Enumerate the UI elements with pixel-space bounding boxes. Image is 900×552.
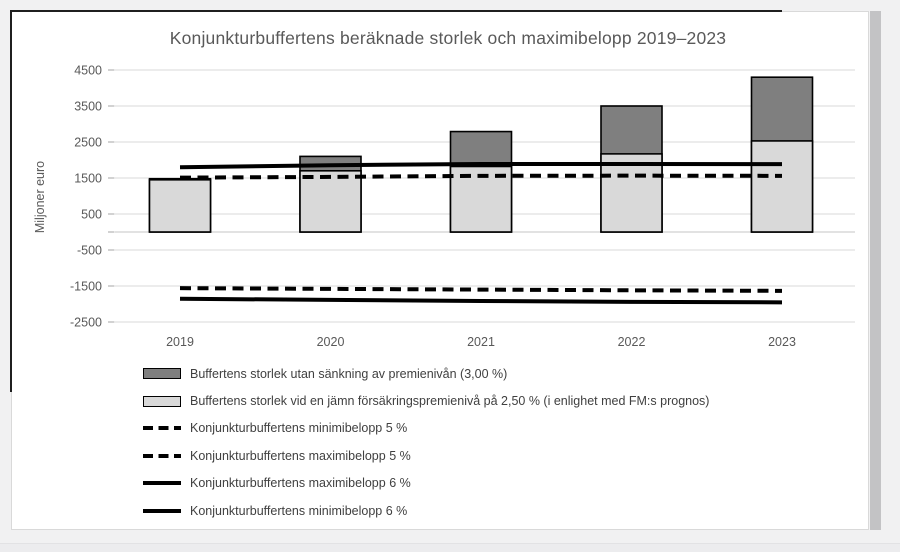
page-bottom-band	[0, 543, 900, 552]
legend-item: Konjunkturbuffertens maximibelopp 5 %	[143, 442, 709, 469]
legend-label: Buffertens storlek utan sänkning av prem…	[190, 366, 508, 381]
reference-line	[179, 161, 783, 170]
legend-item: Buffertens storlek vid en jämn försäkrin…	[143, 387, 709, 414]
x-tick-label: 2020	[317, 335, 345, 349]
y-tick-label: 500	[81, 208, 102, 222]
card-border-left	[10, 10, 12, 392]
legend-item: Buffertens storlek utan sänkning av prem…	[143, 360, 709, 387]
legend-dashed-line-swatch	[143, 453, 181, 458]
y-tick-label: 1500	[74, 172, 102, 186]
legend-item: Konjunkturbuffertens minimibelopp 5 %	[143, 415, 709, 442]
legend-bar-swatch	[143, 368, 181, 380]
legend-label: Konjunkturbuffertens minimibelopp 6 %	[190, 503, 408, 518]
x-tick-label: 2023	[768, 335, 796, 349]
legend-solid-line-swatch	[143, 481, 181, 486]
reference-line	[179, 173, 783, 180]
bar-2023	[750, 140, 814, 233]
legend-dashed-line-swatch	[143, 426, 181, 431]
chart-card	[11, 11, 869, 530]
legend-label: Konjunkturbuffertens minimibelopp 5 %	[190, 421, 408, 436]
card-border-top	[10, 10, 782, 12]
y-tick-label: 4500	[74, 64, 102, 78]
chart-title: Konjunkturbuffertens beräknade storlek o…	[169, 28, 727, 48]
bar-2019	[148, 179, 212, 233]
bar-2020	[299, 170, 362, 233]
x-tick-label: 2021	[467, 335, 495, 349]
y-tick-label: 2500	[74, 136, 102, 150]
reference-line	[179, 296, 783, 305]
x-tick-label: 2022	[618, 335, 646, 349]
legend-bar-swatch	[143, 395, 181, 407]
y-tick-label: -1500	[70, 280, 102, 294]
legend-item: Konjunkturbuffertens minimibelopp 6 %	[143, 497, 709, 524]
legend-label: Konjunkturbuffertens maximibelopp 5 %	[190, 448, 411, 463]
legend-item: Konjunkturbuffertens maximibelopp 6 %	[143, 470, 709, 497]
legend-label: Konjunkturbuffertens maximibelopp 6 %	[190, 476, 411, 491]
page-right-edge-strip	[870, 11, 881, 530]
chart-legend: Buffertens storlek utan sänkning av prem…	[143, 360, 709, 524]
legend-solid-line-swatch	[143, 508, 181, 513]
y-tick-label: -500	[77, 244, 102, 258]
reference-line	[179, 286, 783, 293]
y-tick-label: 3500	[74, 100, 102, 114]
legend-label: Buffertens storlek vid en jämn försäkrin…	[190, 394, 710, 409]
bar-2022	[600, 153, 663, 233]
x-tick-label: 2019	[166, 335, 194, 349]
y-tick-label: -2500	[70, 316, 102, 330]
